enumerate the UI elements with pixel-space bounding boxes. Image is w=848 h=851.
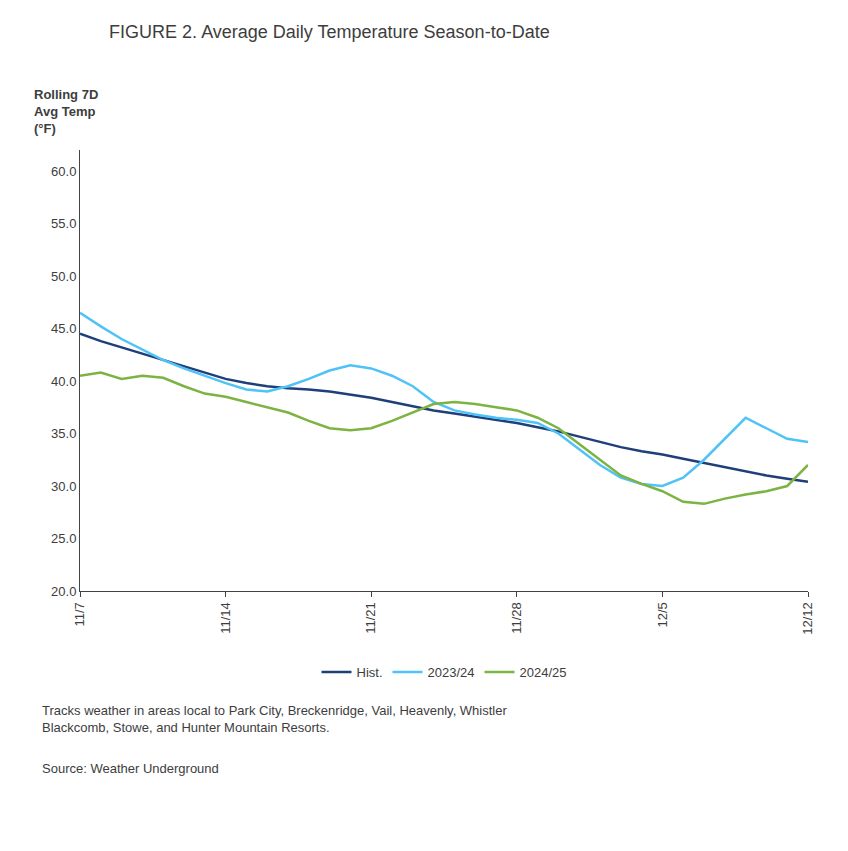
- svg-text:2023/24: 2023/24: [428, 665, 475, 680]
- svg-text:FIGURE 2. Average Daily Temper: FIGURE 2. Average Daily Temperature Seas…: [109, 22, 550, 42]
- svg-text:45.0: 45.0: [51, 321, 76, 336]
- svg-text:Rolling 7DAvg Temp(°F): Rolling 7DAvg Temp(°F): [34, 87, 98, 136]
- svg-text:Source: Weather Underground: Source: Weather Underground: [42, 761, 219, 776]
- svg-text:11/28: 11/28: [509, 602, 524, 634]
- svg-text:11/21: 11/21: [363, 602, 378, 634]
- svg-text:2024/25: 2024/25: [520, 665, 567, 680]
- svg-text:40.0: 40.0: [51, 374, 76, 389]
- svg-text:25.0: 25.0: [51, 531, 76, 546]
- svg-text:12/5: 12/5: [655, 602, 670, 627]
- svg-text:50.0: 50.0: [51, 269, 76, 284]
- svg-text:Hist.: Hist.: [357, 665, 383, 680]
- svg-text:30.0: 30.0: [51, 479, 76, 494]
- svg-text:11/14: 11/14: [218, 602, 233, 634]
- svg-text:55.0: 55.0: [51, 216, 76, 231]
- svg-text:20.0: 20.0: [51, 584, 76, 599]
- svg-text:60.0: 60.0: [51, 164, 76, 179]
- svg-text:11/7: 11/7: [72, 602, 87, 626]
- svg-text:Tracks weather in areas local: Tracks weather in areas local to Park Ci…: [42, 703, 507, 735]
- svg-text:12/12: 12/12: [800, 602, 815, 635]
- svg-text:35.0: 35.0: [51, 426, 76, 441]
